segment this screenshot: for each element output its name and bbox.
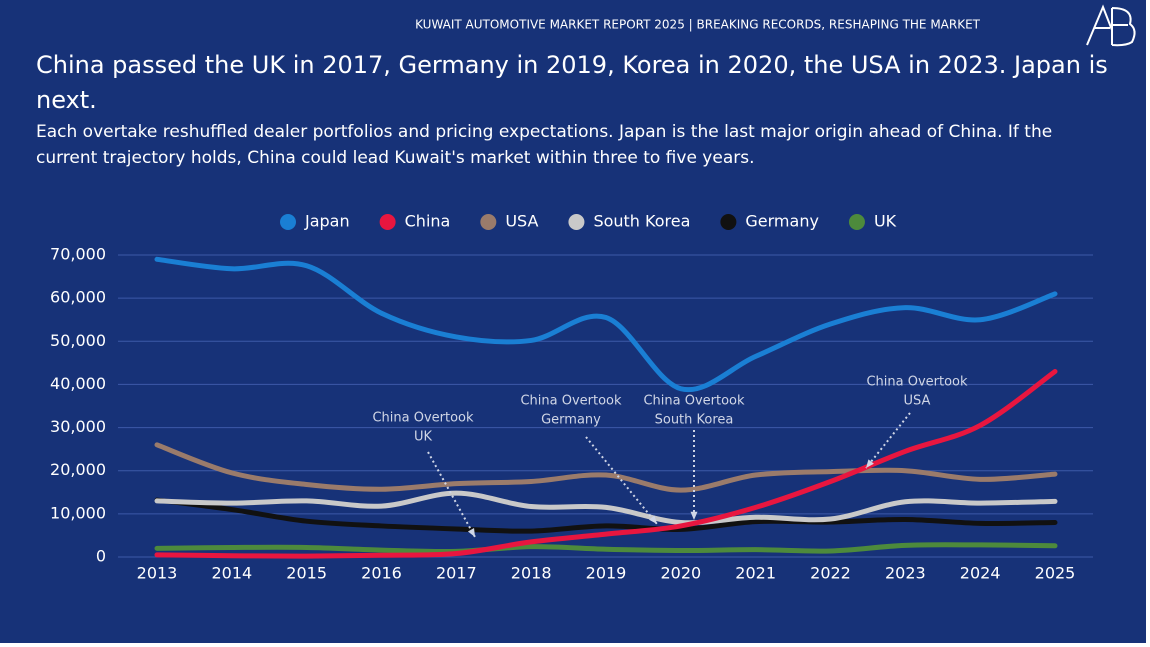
annotation: China Overtook	[520, 394, 622, 409]
arrow-head	[467, 528, 475, 537]
legend-marker	[480, 214, 497, 230]
arrow-head	[866, 459, 874, 468]
x-tick-label: 2015	[286, 564, 327, 583]
annotation: China Overtook	[372, 411, 474, 426]
annotation: China Overtook	[866, 375, 968, 390]
annotation: USA	[904, 394, 931, 409]
logo	[1086, 4, 1136, 47]
y-tick-label: 60,000	[50, 288, 106, 307]
annotation-arrow	[585, 436, 658, 525]
legend-label: USA	[505, 212, 538, 231]
annotation-arrow	[427, 451, 476, 538]
y-tick-label: 0	[96, 547, 106, 566]
annotation: Germany	[541, 413, 601, 428]
header: KUWAIT AUTOMOTIVE MARKET REPORT 2025 | B…	[415, 18, 981, 32]
legend-marker	[720, 214, 737, 230]
legend-label: South Korea	[593, 212, 690, 231]
legend-marker	[280, 214, 296, 230]
annotation: UK	[414, 430, 433, 445]
series-line	[154, 442, 1058, 493]
legend-marker	[568, 214, 585, 230]
arrow-head	[690, 511, 698, 520]
series-line	[154, 490, 1058, 526]
x-tick-label: 2017	[436, 564, 477, 583]
x-tick-label: 2025	[1035, 564, 1076, 583]
title: China passed the UK in 2017, Germany in …	[36, 51, 1108, 79]
x-tick-label: 2013	[137, 564, 178, 583]
annotation-arrow	[865, 412, 911, 469]
legend-label: China	[405, 212, 451, 231]
x-tick-label: 2019	[586, 564, 627, 583]
title: next.	[36, 86, 97, 114]
y-tick-label: 10,000	[50, 503, 106, 522]
arrow-head	[649, 515, 657, 524]
x-tick-label: 2022	[810, 564, 851, 583]
x-tick-label: 2023	[885, 564, 926, 583]
series-line	[154, 497, 1058, 534]
x-tick-label: 2014	[211, 564, 252, 583]
series-line	[154, 542, 1058, 555]
legend-marker	[848, 214, 865, 230]
y-tick-label: 30,000	[50, 417, 106, 436]
legend-label: UK	[874, 212, 897, 231]
x-tick-label: 2016	[361, 564, 402, 583]
subtitle: Each overtake reshuffled dealer portfoli…	[36, 122, 1052, 142]
legend-label: Japan	[304, 212, 350, 231]
annotation: China Overtook	[643, 394, 745, 409]
series-line	[154, 368, 1058, 559]
legend-label: Germany	[745, 212, 819, 231]
annotation: South Korea	[655, 413, 734, 428]
x-tick-label: 2021	[735, 564, 776, 583]
x-tick-label: 2018	[511, 564, 552, 583]
series-line	[154, 256, 1058, 393]
legend-marker	[379, 214, 396, 230]
x-tick-label: 2020	[660, 564, 701, 583]
subtitle: current trajectory holds, China could le…	[36, 148, 755, 168]
y-tick-label: 70,000	[50, 245, 106, 264]
y-tick-label: 50,000	[50, 331, 106, 350]
y-tick-label: 40,000	[50, 374, 106, 393]
y-tick-label: 20,000	[50, 460, 106, 479]
x-tick-label: 2024	[960, 564, 1001, 583]
